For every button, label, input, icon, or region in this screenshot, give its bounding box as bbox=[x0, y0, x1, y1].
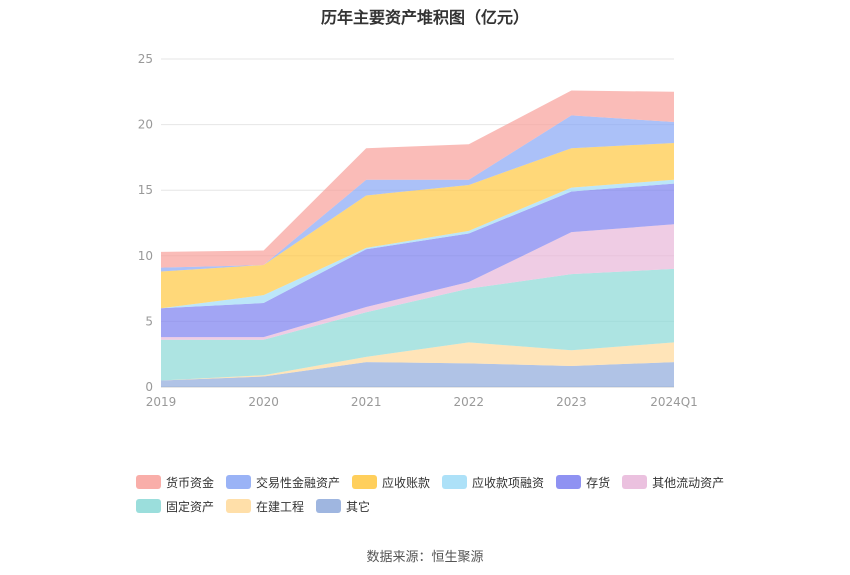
chart-title: 历年主要资产堆积图（亿元） bbox=[320, 8, 529, 27]
legend-item[interactable]: 在建工程 bbox=[226, 498, 304, 515]
y-tick-label: 20 bbox=[138, 118, 153, 132]
legend-label: 固定资产 bbox=[166, 499, 215, 514]
legend-swatch bbox=[556, 475, 582, 489]
legend-label: 货币资金 bbox=[166, 475, 215, 490]
legend-label: 存货 bbox=[586, 475, 611, 490]
legend-swatch bbox=[136, 499, 161, 513]
area-series bbox=[161, 90, 674, 387]
legend-label: 交易性金融资产 bbox=[256, 475, 341, 490]
legend-item[interactable]: 应收款项融资 bbox=[442, 474, 544, 491]
y-tick-label: 10 bbox=[138, 249, 153, 263]
legend-label: 应收款项融资 bbox=[472, 475, 545, 490]
legend-item[interactable]: 存货 bbox=[556, 474, 610, 491]
area-series-e585b6e5ae83 bbox=[161, 362, 674, 387]
x-tick-label: 2020 bbox=[248, 395, 279, 409]
data-source-note: 数据来源：恒生聚源 bbox=[366, 550, 484, 565]
legend-swatch bbox=[136, 475, 161, 489]
area-series-e5ba94e694b6e8b4a6e6acbe bbox=[161, 142, 674, 309]
x-tick-label: 2023 bbox=[556, 395, 587, 409]
legend-label: 其它 bbox=[346, 499, 371, 514]
legend-item[interactable]: 应收账款 bbox=[352, 474, 430, 491]
legend-swatch bbox=[352, 475, 378, 489]
legend-swatch bbox=[622, 475, 648, 489]
legend-item[interactable]: 货币资金 bbox=[136, 474, 214, 491]
legend-item[interactable]: 其它 bbox=[316, 498, 370, 515]
legend-swatch bbox=[442, 475, 468, 489]
chart-legend: 货币资金 交易性金融资产 应收账款 应收款项融资 存货 其他流动资产固定资产 在建工程 其它 bbox=[136, 470, 756, 518]
x-tick-label: 2024Q1 bbox=[650, 395, 698, 409]
legend-label: 其他流动资产 bbox=[652, 475, 725, 490]
x-tick-label: 2022 bbox=[454, 395, 485, 409]
legend-swatch bbox=[316, 499, 342, 513]
x-tick-label: 2019 bbox=[146, 395, 177, 409]
area-series-e5ad98e8b4a7 bbox=[161, 183, 674, 338]
area-series-e4baa4e69893e680a7e98791e89e8de8b584e4baa7 bbox=[161, 115, 674, 272]
legend-row: 货币资金 交易性金融资产 应收账款 应收款项融资 存货 其他流动资产 bbox=[136, 470, 756, 494]
y-tick-label: 5 bbox=[145, 314, 153, 328]
legend-label: 在建工程 bbox=[256, 499, 305, 514]
y-tick-label: 0 bbox=[145, 380, 153, 394]
legend-row: 固定资产 在建工程 其它 bbox=[136, 494, 756, 518]
legend-item[interactable]: 交易性金融资产 bbox=[226, 474, 340, 491]
area-series-e585b6e4bb96e6b581e58aa8e8b584e4baa7 bbox=[161, 224, 674, 340]
area-series-e8b4a7e5b881e8b584e98791 bbox=[161, 90, 674, 268]
area-series-e59ca8e5bbbae5b7a5e7a88b bbox=[161, 342, 674, 381]
y-tick-label: 25 bbox=[138, 52, 153, 66]
area-series-e59bbae5ae9ae8b584e4baa7 bbox=[161, 268, 674, 381]
legend-item[interactable]: 其他流动资产 bbox=[622, 474, 724, 491]
legend-swatch bbox=[226, 499, 252, 513]
legend-item[interactable]: 固定资产 bbox=[136, 498, 214, 515]
legend-label: 应收账款 bbox=[382, 475, 431, 490]
x-tick-label: 2021 bbox=[351, 395, 382, 409]
stacked-area-chart: 0 5 10 15 20 25 2019 2020 2021 2022 2023 2024Q1 bbox=[138, 52, 698, 409]
legend-swatch bbox=[226, 475, 252, 489]
y-tick-label: 15 bbox=[138, 183, 153, 197]
axes: 0 5 10 15 20 25 2019 2020 2021 2022 2023 2024Q1 bbox=[138, 52, 698, 409]
